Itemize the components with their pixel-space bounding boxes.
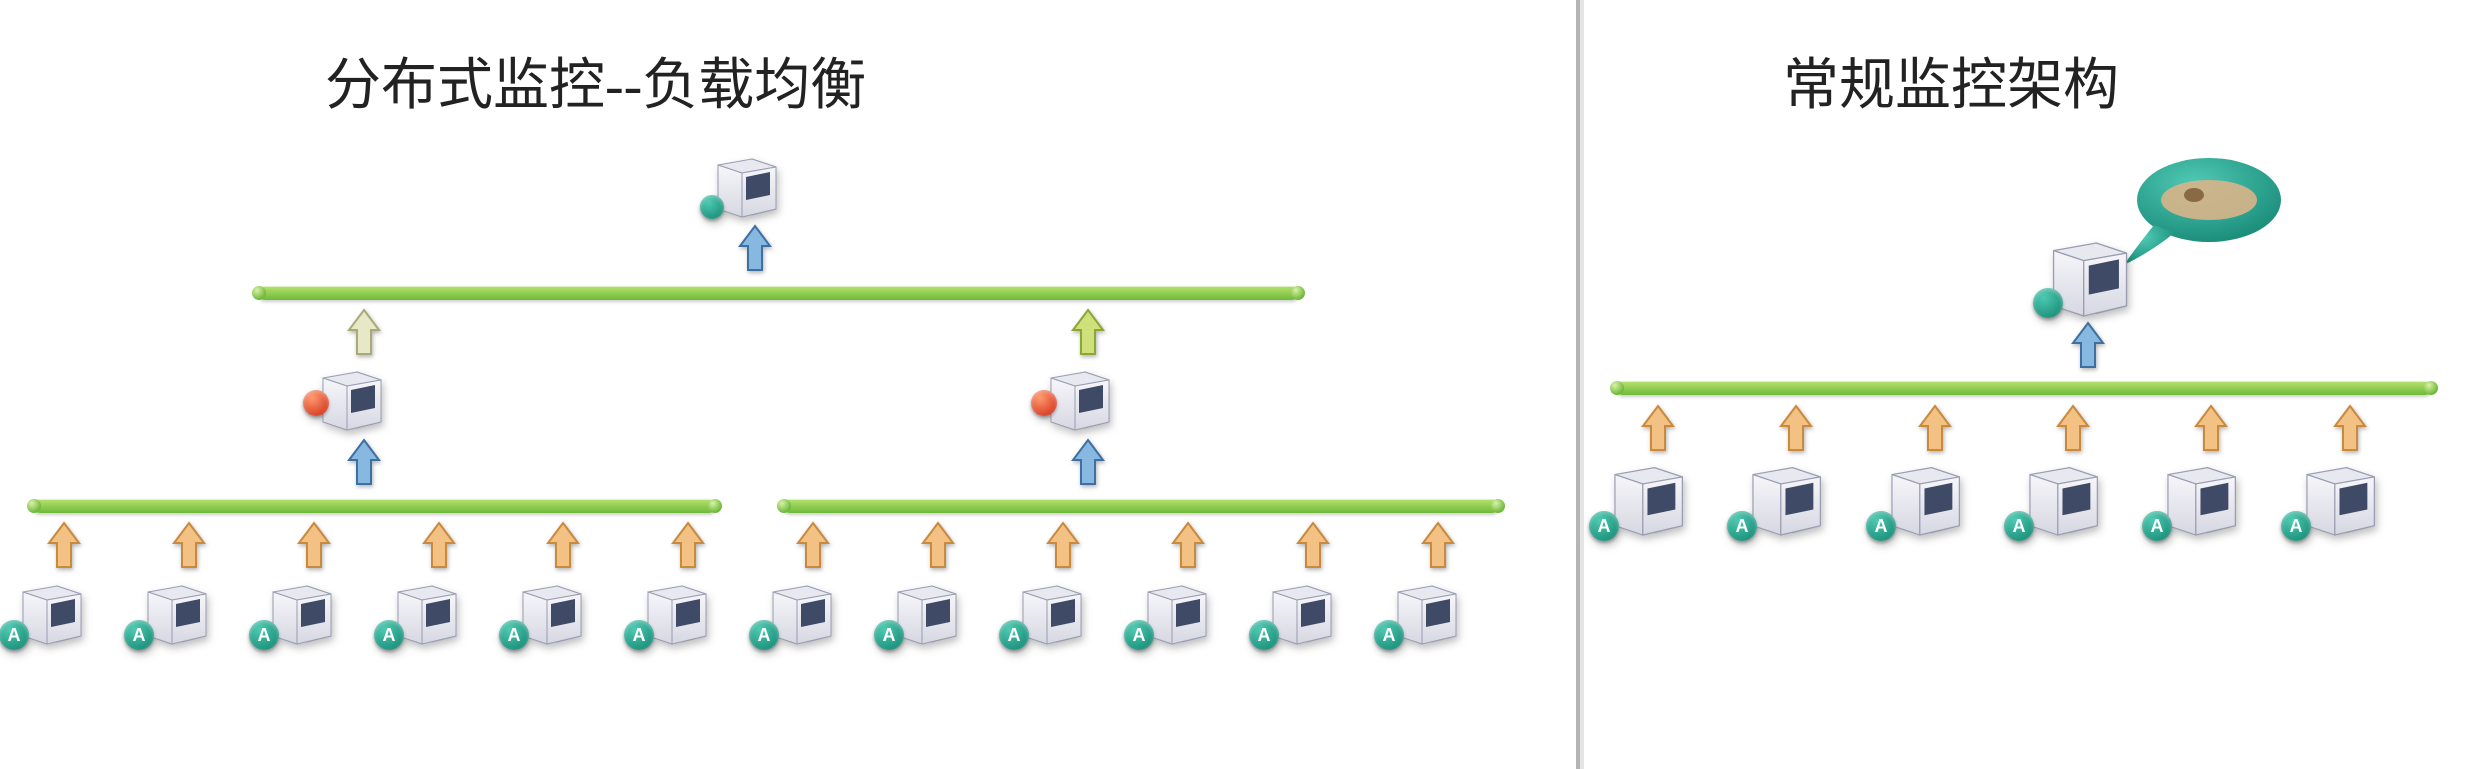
agent-server-icon: A (13, 582, 83, 644)
agent-badge-icon: A (0, 620, 29, 650)
agent-badge-icon: A (2004, 511, 2034, 541)
arrow-up-icon (2333, 404, 2367, 454)
agent-server-icon: A (1880, 463, 1962, 535)
arrow-up-icon (546, 521, 580, 571)
agent-server-icon: A (388, 582, 458, 644)
arrow-up-icon (1779, 404, 1813, 454)
right-title: 常规监控架构 (1783, 40, 2119, 121)
arrow-up-icon (1421, 521, 1455, 571)
agent-badge-icon: A (624, 620, 654, 650)
agent-server-icon: A (138, 582, 208, 644)
agent-server-icon: A (263, 582, 333, 644)
status-dot-icon (2033, 288, 2063, 318)
agent-badge-icon: A (1866, 511, 1896, 541)
arrow-up-icon (738, 224, 772, 274)
right-bar (1616, 381, 2432, 395)
agent-server-icon: A (2018, 463, 2100, 535)
master-server-icon (2041, 238, 2129, 316)
agent-badge-icon: A (499, 620, 529, 650)
agent-server-icon: A (2156, 463, 2238, 535)
agent-badge-icon: A (1727, 511, 1757, 541)
arrow-up-icon (1071, 438, 1105, 488)
tier1-bar (258, 286, 1299, 300)
tier2-bar-left (33, 499, 716, 513)
agent-badge-icon: A (374, 620, 404, 650)
agent-badge-icon: A (124, 620, 154, 650)
agent-badge-icon: A (749, 620, 779, 650)
arrow-up-icon (1171, 521, 1205, 571)
arrow-up-icon (47, 521, 81, 571)
arrow-up-icon (796, 521, 830, 571)
arrow-up-icon (2194, 404, 2228, 454)
agent-badge-icon: A (1124, 620, 1154, 650)
agent-badge-icon: A (249, 620, 279, 650)
arrow-up-icon (422, 521, 456, 571)
agent-server-icon: A (888, 582, 958, 644)
diagram-stage: 分布式监控--负载均衡 常规监控架构 A A A A A (0, 0, 2480, 769)
arrow-up-icon (1296, 521, 1330, 571)
panel-divider (1576, 0, 1584, 769)
arrow-up-icon (172, 521, 206, 571)
arrow-up-icon (347, 308, 381, 358)
proxy-server-icon (313, 368, 383, 430)
arrow-up-icon (1046, 521, 1080, 571)
arrow-up-icon (671, 521, 705, 571)
tier2-bar-right (783, 499, 1499, 513)
agent-badge-icon: A (1249, 620, 1279, 650)
speech-bubble-icon (2124, 155, 2284, 265)
arrow-up-icon (347, 438, 381, 488)
status-dot-icon (1031, 390, 1057, 416)
arrow-up-icon (297, 521, 331, 571)
agent-badge-icon: A (2142, 511, 2172, 541)
agent-server-icon: A (1138, 582, 1208, 644)
agent-server-icon: A (513, 582, 583, 644)
proxy-server-icon (1041, 368, 1111, 430)
arrow-up-icon (1918, 404, 1952, 454)
arrow-up-icon (921, 521, 955, 571)
agent-badge-icon: A (2281, 511, 2311, 541)
left-title: 分布式监控--负载均衡 (325, 40, 866, 121)
arrow-up-icon (1641, 404, 1675, 454)
agent-badge-icon: A (1589, 511, 1619, 541)
agent-server-icon: A (2295, 463, 2377, 535)
arrow-up-icon (2056, 404, 2090, 454)
agent-server-icon: A (1741, 463, 1823, 535)
status-dot-icon (303, 390, 329, 416)
agent-server-icon: A (1388, 582, 1458, 644)
agent-server-icon: A (1013, 582, 1083, 644)
master-server-icon (708, 155, 778, 217)
arrow-up-icon (1071, 308, 1105, 358)
status-dot-icon (700, 195, 724, 219)
agent-server-icon: A (638, 582, 708, 644)
agent-server-icon: A (1603, 463, 1685, 535)
arrow-up-icon (2071, 321, 2105, 371)
agent-badge-icon: A (874, 620, 904, 650)
agent-badge-icon: A (1374, 620, 1404, 650)
agent-server-icon: A (763, 582, 833, 644)
agent-badge-icon: A (999, 620, 1029, 650)
agent-server-icon: A (1263, 582, 1333, 644)
